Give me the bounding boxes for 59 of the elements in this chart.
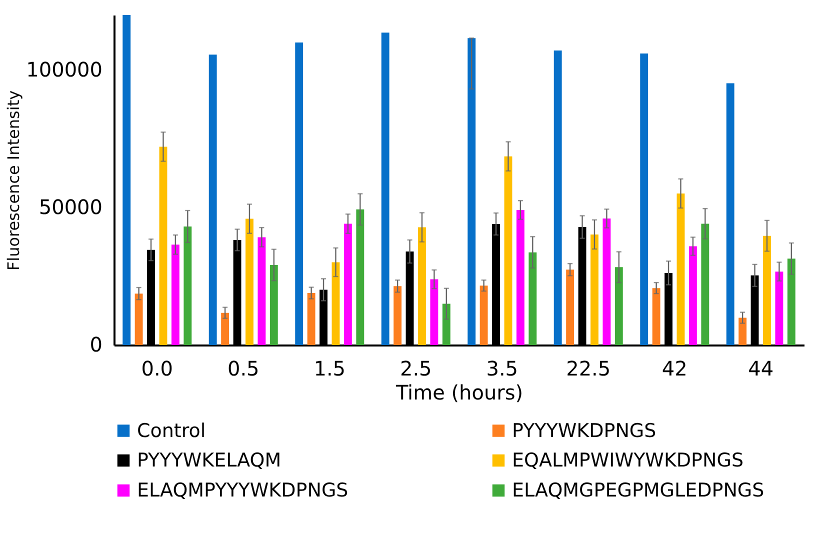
bar xyxy=(246,218,254,345)
bar xyxy=(258,237,266,345)
bar xyxy=(442,304,450,345)
bar xyxy=(566,270,574,345)
bar xyxy=(221,312,230,345)
bar xyxy=(295,42,304,345)
bar xyxy=(468,38,476,345)
bar xyxy=(122,15,131,345)
bar xyxy=(775,272,784,345)
bar xyxy=(738,318,747,345)
bar xyxy=(381,32,390,345)
bar xyxy=(356,209,364,345)
bar xyxy=(676,193,685,345)
bar xyxy=(344,224,352,345)
bar xyxy=(480,286,488,345)
legend-label: ELAQMPYYYWKDPNGS xyxy=(137,480,348,502)
legend-label: Control xyxy=(137,420,206,442)
bar xyxy=(134,294,143,345)
bar xyxy=(418,227,426,345)
bar xyxy=(554,50,562,345)
bar xyxy=(787,258,796,345)
bar xyxy=(701,224,710,345)
bar xyxy=(726,83,734,345)
bar xyxy=(332,262,340,345)
bar xyxy=(688,246,697,345)
bar xyxy=(602,218,611,345)
bar xyxy=(159,146,168,345)
bar xyxy=(171,244,180,345)
y-tick-label: 100000 xyxy=(26,58,102,82)
bar xyxy=(640,54,648,345)
x-tick-label: 2.5 xyxy=(400,356,432,380)
x-tick-label: 3.5 xyxy=(486,356,518,380)
y-tick-label: 50000 xyxy=(38,195,102,219)
x-axis-title: Time (hours) xyxy=(394,380,524,404)
bar xyxy=(270,264,278,345)
bar xyxy=(590,234,598,345)
bar xyxy=(430,279,438,345)
y-tick-label: 0 xyxy=(90,332,102,356)
bar xyxy=(394,286,402,345)
x-tick-label: 1.5 xyxy=(314,356,346,380)
bar xyxy=(614,267,623,345)
legend-label: PYYYWKDPNGS xyxy=(512,420,656,442)
bar xyxy=(184,226,192,345)
x-tick-label: 42 xyxy=(662,356,688,380)
bar xyxy=(504,156,512,345)
x-tick-label: 22.5 xyxy=(566,356,611,380)
x-tick-label: 0.5 xyxy=(227,356,260,380)
legend-label: EQALMPWIWYWKDPNGS xyxy=(512,450,744,472)
legend-label: ELAQMGPEGPMGLEDPNGS xyxy=(512,480,764,502)
bar xyxy=(528,252,537,345)
x-tick-label: 0.0 xyxy=(141,356,174,380)
bar xyxy=(763,236,771,345)
legend-label: PYYYWKELAQM xyxy=(137,450,282,472)
bar xyxy=(516,210,524,345)
y-axis-title: Fluorescence Intensity xyxy=(4,90,24,271)
bar xyxy=(307,293,316,345)
bar xyxy=(652,288,660,345)
x-tick-label: 44 xyxy=(748,356,774,380)
bar xyxy=(208,54,217,345)
